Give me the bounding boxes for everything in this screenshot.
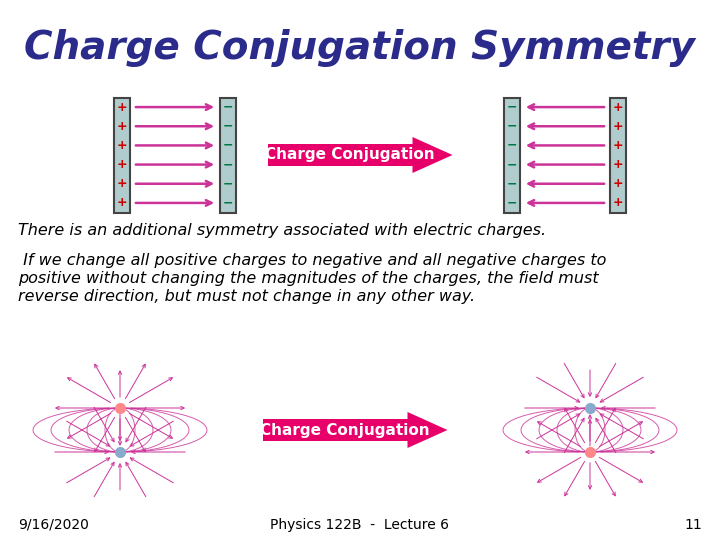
Text: −: − xyxy=(222,197,233,210)
Text: +: + xyxy=(613,158,624,171)
Text: Charge Conjugation: Charge Conjugation xyxy=(260,422,430,437)
Text: Charge Conjugation Symmetry: Charge Conjugation Symmetry xyxy=(24,29,696,67)
Text: There is an additional symmetry associated with electric charges.: There is an additional symmetry associat… xyxy=(18,222,546,238)
Text: positive without changing the magnitudes of the charges, the field must: positive without changing the magnitudes… xyxy=(18,271,598,286)
Text: +: + xyxy=(117,139,127,152)
Text: −: − xyxy=(222,177,233,190)
Text: −: − xyxy=(222,139,233,152)
Text: Physics 122B  -  Lecture 6: Physics 122B - Lecture 6 xyxy=(271,518,449,532)
Text: +: + xyxy=(613,139,624,152)
Text: −: − xyxy=(507,139,517,152)
Text: −: − xyxy=(222,100,233,113)
Bar xyxy=(263,419,408,441)
Text: +: + xyxy=(117,120,127,133)
Text: Charge Conjugation: Charge Conjugation xyxy=(265,147,435,163)
Text: −: − xyxy=(507,158,517,171)
Polygon shape xyxy=(408,412,448,448)
Polygon shape xyxy=(413,137,452,173)
Bar xyxy=(610,98,626,213)
Text: +: + xyxy=(613,177,624,190)
Text: +: + xyxy=(117,177,127,190)
Text: +: + xyxy=(117,100,127,113)
Text: −: − xyxy=(222,120,233,133)
Text: −: − xyxy=(507,197,517,210)
Text: If we change all positive charges to negative and all negative charges to: If we change all positive charges to neg… xyxy=(18,253,606,267)
Text: +: + xyxy=(613,197,624,210)
Bar xyxy=(504,98,520,213)
Text: reverse direction, but must not change in any other way.: reverse direction, but must not change i… xyxy=(18,288,475,303)
Text: 9/16/2020: 9/16/2020 xyxy=(18,518,89,532)
Text: −: − xyxy=(222,158,233,171)
Bar xyxy=(220,98,236,213)
Bar xyxy=(268,144,413,166)
Text: +: + xyxy=(117,197,127,210)
Text: +: + xyxy=(117,158,127,171)
Text: 11: 11 xyxy=(684,518,702,532)
Bar xyxy=(114,98,130,213)
Text: +: + xyxy=(613,100,624,113)
Text: −: − xyxy=(507,100,517,113)
Text: −: − xyxy=(507,177,517,190)
Text: +: + xyxy=(613,120,624,133)
Text: −: − xyxy=(507,120,517,133)
